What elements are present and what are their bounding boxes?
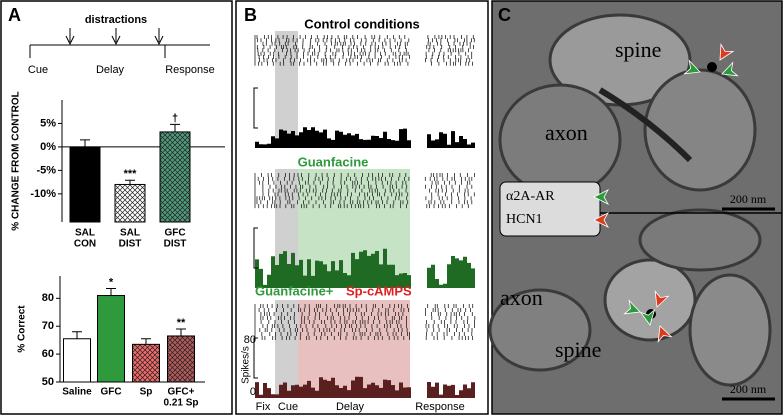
- x-tick-label: Sp: [140, 387, 153, 398]
- membrane: [638, 208, 762, 272]
- scale-label: 200 nm: [730, 192, 767, 206]
- arrowhead: [657, 325, 673, 343]
- arrowhead: [639, 308, 656, 326]
- cue-shade: [275, 31, 298, 148]
- timeline-label: Cue: [28, 64, 48, 76]
- scale-label: 200 nm: [730, 382, 767, 396]
- y-tick-label: -10%: [30, 188, 56, 200]
- structure-label: spine: [615, 37, 661, 62]
- raster: [254, 173, 475, 209]
- scale-bracket: [253, 337, 258, 379]
- error-bar: [176, 328, 186, 336]
- error-bar: [170, 123, 180, 132]
- arrowhead: [593, 189, 610, 205]
- timeline-title: distractions: [85, 14, 147, 26]
- error-bar: [106, 288, 116, 296]
- epoch-label: Cue: [278, 401, 298, 413]
- y-axis-label: % CHANGE FROM CONTROL: [11, 91, 22, 230]
- membrane: [688, 273, 772, 387]
- panel-label: C: [498, 5, 511, 25]
- y-tick-label: -5%: [36, 164, 56, 176]
- histogram: [255, 127, 475, 148]
- x-tick-label: 0.21 Sp: [163, 398, 198, 409]
- x-tick-label: GFC: [164, 228, 185, 239]
- bar: [132, 343, 160, 383]
- panel-label: B: [244, 5, 257, 25]
- arrowhead: [683, 59, 701, 75]
- structure-label: spine: [555, 337, 601, 362]
- error-bar: [80, 139, 90, 147]
- membrane: [603, 258, 697, 342]
- subpanel-title: Control conditions: [304, 16, 420, 31]
- bar: [63, 338, 91, 383]
- error-bar: [141, 338, 151, 345]
- y-tick-label: 80: [42, 292, 54, 304]
- arrowhead: [654, 290, 670, 308]
- bar: [114, 183, 146, 223]
- error-bar: [125, 179, 135, 185]
- epoch-label: Delay: [336, 401, 365, 413]
- arrowhead: [721, 61, 739, 77]
- bar: [97, 295, 125, 383]
- x-tick-label: GFC: [100, 387, 121, 398]
- x-tick-label: DIST: [164, 239, 187, 250]
- y-tick-label: 60: [42, 348, 54, 360]
- significance-marker: *: [109, 276, 114, 288]
- x-tick-label: Saline: [62, 387, 92, 398]
- timeline: [29, 28, 210, 58]
- panel-a-frame: [0, 0, 233, 415]
- y-tick-label: 5%: [40, 117, 56, 129]
- panel-b: Control conditions Guanfacine Guanfacine+ S…: [241, 16, 476, 413]
- structure-label: axon: [500, 285, 543, 310]
- subpanel-title: Guanfacine: [298, 154, 369, 169]
- x-tick-label: GFC+: [168, 387, 195, 398]
- legend-box: [499, 181, 601, 237]
- arrowhead: [719, 43, 735, 61]
- bar: [159, 131, 191, 223]
- significance-marker: ***: [124, 168, 138, 180]
- panel-label: A: [8, 5, 21, 25]
- bar: [167, 335, 195, 383]
- error-bar: [72, 331, 82, 339]
- panel-b-frame: [235, 0, 489, 415]
- epoch-label: Response: [415, 401, 465, 413]
- arrowhead: [593, 212, 610, 228]
- membrane: [643, 68, 757, 192]
- legend-label: HCN1: [506, 212, 543, 227]
- y-tick-label: 50: [42, 376, 54, 388]
- raster: [254, 304, 476, 340]
- legend-label: α2A-AR: [506, 189, 555, 204]
- axis-tick-label: 0: [250, 386, 256, 398]
- bar: [69, 146, 101, 223]
- membrane: [488, 288, 592, 372]
- x-tick-label: DIST: [119, 239, 142, 250]
- x-tick-label: SAL: [75, 228, 95, 239]
- x-tick-label: SAL: [120, 228, 140, 239]
- subpanel-title: Sp-cAMPS: [346, 283, 412, 298]
- y-tick-label: 0%: [40, 141, 56, 153]
- y-axis-label: % Correct: [17, 305, 28, 353]
- subpanel-title: Guanfacine+: [255, 283, 334, 298]
- significance-marker: **: [177, 317, 186, 329]
- histogram: [255, 376, 475, 398]
- cue-shade: [275, 300, 298, 398]
- axis-label: Spikes/s: [241, 346, 252, 384]
- raster: [254, 35, 475, 66]
- histogram: [255, 248, 475, 288]
- gold-particle: [707, 62, 717, 72]
- y-tick-label: 70: [42, 320, 54, 332]
- structure-label: axon: [545, 120, 588, 145]
- scale-bracket: [253, 227, 258, 269]
- scale-bracket: [253, 87, 258, 129]
- timeline-label: Response: [165, 64, 215, 76]
- x-tick-label: CON: [74, 239, 96, 250]
- arrowhead: [623, 299, 641, 315]
- synapse: [598, 87, 693, 163]
- epoch-label: Fix: [256, 401, 271, 413]
- axis-tick-label: 80: [244, 334, 256, 346]
- significance-marker: †: [172, 112, 178, 124]
- panel-c: spine axon axon spine α2A-AR HCN1 200 nm 200 nm: [488, 13, 782, 401]
- timeline-label: Delay: [96, 64, 125, 76]
